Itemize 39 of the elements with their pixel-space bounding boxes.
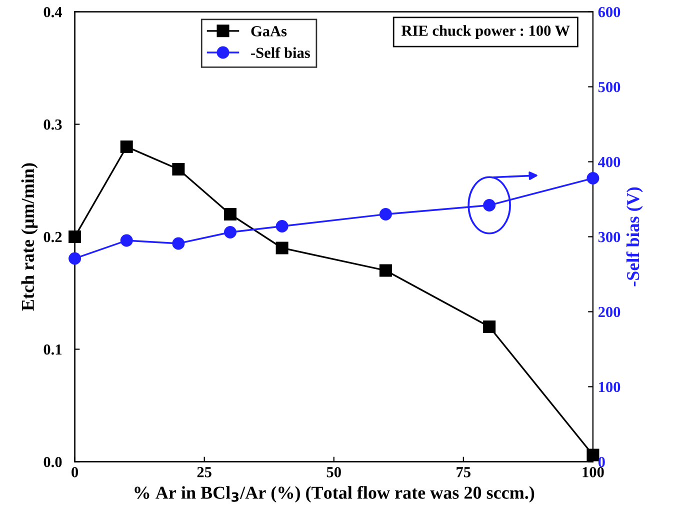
point: [276, 220, 288, 232]
y2-tick-label: 500: [598, 82, 620, 92]
legend-label: -Self bias: [251, 47, 310, 58]
point: [586, 172, 600, 185]
x-axis-title: % Ar in BCl$_{3}$/Ar (%) (Total flow rate was 20 sccm.): [134, 486, 534, 503]
y-axis-title: Etch rate (μm/min): [21, 163, 38, 311]
x-tick-label: 50: [326, 467, 341, 478]
y-tick-label: 0.1: [44, 344, 62, 355]
y-tick-label: 0.0: [44, 456, 62, 468]
point: [68, 230, 82, 243]
point: [483, 199, 496, 212]
x-tick-label: 25: [197, 467, 212, 478]
point: [586, 448, 600, 462]
point: [172, 163, 185, 176]
point: [379, 264, 392, 277]
point: [276, 242, 288, 254]
y-tick-label: 0.3: [44, 119, 62, 130]
y2-tick-label: 600: [598, 6, 620, 18]
y2-tick-label: 200: [598, 306, 620, 318]
x-tick-label: 100: [582, 467, 604, 478]
point: [379, 208, 392, 221]
x-tick-label: 75: [456, 467, 470, 478]
legend-label: GaAs: [251, 26, 287, 36]
y2-tick-label: 100: [599, 382, 620, 392]
point: [120, 234, 133, 247]
y2-tick-label: 300: [598, 232, 620, 242]
annotation: RIE chuck power : 100 W: [402, 25, 570, 39]
point: [224, 208, 236, 221]
y2-tick-label: 0: [598, 456, 605, 468]
point: [224, 226, 236, 238]
y-tick-label: 0.4: [44, 6, 62, 18]
y2-tick-label: 400: [598, 156, 620, 168]
y-tick-label: 0.2: [44, 232, 62, 242]
point: [68, 252, 82, 265]
x-tick-label: 0: [72, 467, 78, 478]
y2-axis-title: -Self bias (V): [626, 187, 643, 286]
point: [120, 140, 133, 154]
point: [483, 320, 496, 333]
point: [172, 237, 185, 250]
